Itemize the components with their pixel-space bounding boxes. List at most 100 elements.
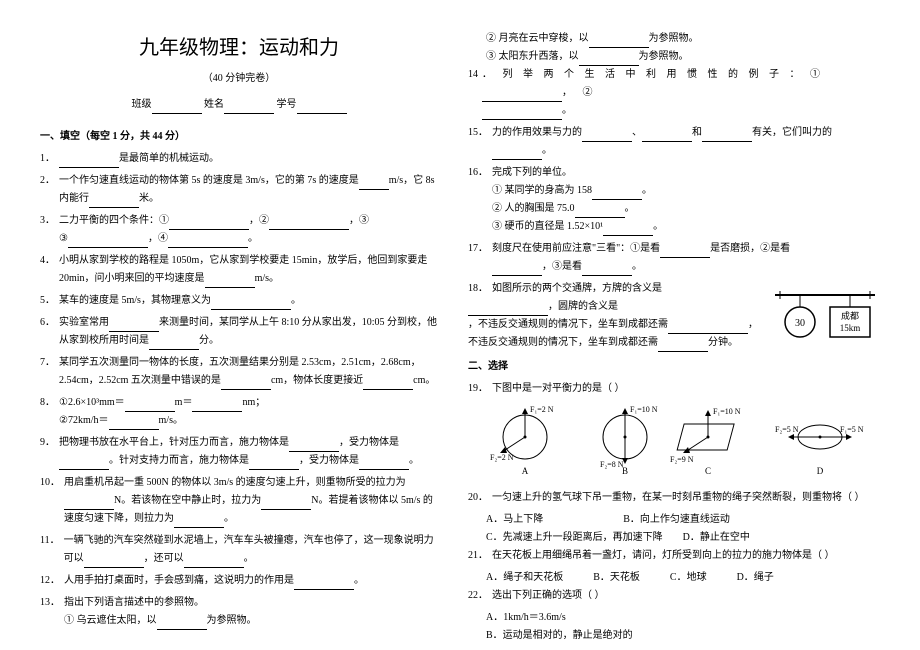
q15-blank4[interactable] <box>492 147 542 160</box>
q18-blank1[interactable] <box>468 303 548 316</box>
q6-blank2[interactable] <box>149 337 199 350</box>
q11-t2: ，还可以 <box>144 553 184 564</box>
blank-id[interactable] <box>297 101 347 114</box>
q14-blank1[interactable] <box>482 89 562 102</box>
section1-head: 一、填空（每空 1 分，共 44 分） <box>40 128 438 146</box>
q13-s2: 为参照物。 <box>207 615 257 626</box>
q8-blank2[interactable] <box>192 399 242 412</box>
q16-s1: ① 某同学的身高为 158 <box>492 185 592 196</box>
q9-t2: ，受力物体是 <box>339 437 399 448</box>
q18-t1: 如图所示的两个交通牌，方牌的含义是 <box>492 283 662 294</box>
q16-s2: 。 <box>642 185 652 196</box>
blank-class[interactable] <box>152 101 202 114</box>
q15-blank1[interactable] <box>582 129 632 142</box>
q21-d[interactable]: D．绳子 <box>737 569 774 587</box>
q17-blank2[interactable] <box>492 263 542 276</box>
q13s2-t2: 为参照物。 <box>649 33 699 44</box>
q3-t3: ，③ <box>349 215 369 226</box>
q6-t1: 实验室常用 <box>59 317 109 328</box>
q20-a[interactable]: A．马上下降 <box>486 511 543 529</box>
svg-text:A: A <box>522 466 529 476</box>
q21-c[interactable]: C．地球 <box>670 569 707 587</box>
q20-d[interactable]: D．静止在空中 <box>683 529 750 547</box>
q9-num: 9． <box>40 434 55 470</box>
q1-blank[interactable] <box>59 155 119 168</box>
q2-t1: 一个作匀速直线运动的物体第 5s 的速度是 3m/s，它的第 7s 的速度是 <box>59 175 359 186</box>
q3-num: 3． <box>40 212 55 248</box>
q16-s4: 。 <box>625 203 635 214</box>
q8-t5: m/s。 <box>159 415 183 426</box>
q16-blank2[interactable] <box>575 205 625 218</box>
q22-t: 选出下列正确的选项（ ） <box>492 587 880 605</box>
q10-blank2[interactable] <box>261 497 311 510</box>
q18-blank3[interactable] <box>658 339 708 352</box>
q20-c[interactable]: C．先减速上升一段距离后，再加速下降 <box>486 529 663 547</box>
q17-t3: ，③是看 <box>542 261 582 272</box>
q16-blank1[interactable] <box>592 187 642 200</box>
q22-b[interactable]: B．运动是相对的，静止是绝对的 <box>486 627 880 645</box>
q16-blank3[interactable] <box>603 223 653 236</box>
q20-t: 一匀速上升的氢气球下吊一重物，在某一时刻吊重物的绳子突然断裂，则重物将（ ） <box>492 489 880 507</box>
q15-blank2[interactable] <box>642 129 692 142</box>
q8-blank3[interactable] <box>109 417 159 430</box>
q13-sub3: ③ 太阳东升西落，以为参照物。 <box>486 48 880 66</box>
q12-blank[interactable] <box>294 577 354 590</box>
q10-blank3[interactable] <box>174 515 224 528</box>
q21-num: 21． <box>468 547 488 565</box>
q18-blank2[interactable] <box>668 321 748 334</box>
q4-blank[interactable] <box>205 275 255 288</box>
q8-num: 8． <box>40 394 55 430</box>
q6-blank1[interactable] <box>109 319 159 332</box>
student-info: 班级 姓名 学号 <box>40 96 438 114</box>
svg-text:F₂=5 N: F₂=5 N <box>775 425 799 434</box>
svg-text:F₁=2 N: F₁=2 N <box>530 405 554 414</box>
q2-blank2[interactable] <box>89 195 139 208</box>
q14-blank2[interactable] <box>482 107 562 120</box>
q17-blank3[interactable] <box>582 263 632 276</box>
q15-t5: 。 <box>542 145 552 156</box>
q9-blank1[interactable] <box>289 439 339 452</box>
q5-num: 5． <box>40 292 55 310</box>
q3-t4: ，④ <box>148 233 168 244</box>
q3-blank3[interactable] <box>68 235 148 248</box>
q17-blank1[interactable] <box>660 245 710 258</box>
q13s2-t1: ② 月亮在云中穿梭，以 <box>486 33 589 44</box>
q11-blank1[interactable] <box>84 555 144 568</box>
q7-blank1[interactable] <box>221 377 271 390</box>
q8-blank1[interactable] <box>125 399 175 412</box>
q20-b[interactable]: B．向上作匀速直线运动 <box>623 511 730 529</box>
q21-b[interactable]: B．天花板 <box>593 569 640 587</box>
q3-blank1[interactable] <box>169 217 249 230</box>
q3-blank4[interactable] <box>168 235 248 248</box>
q5-blank[interactable] <box>211 297 291 310</box>
q2-num: 2． <box>40 172 55 208</box>
sign-circle-text: 30 <box>795 318 805 329</box>
blank-name[interactable] <box>224 101 274 114</box>
page-subtitle: （40 分钟完卷） <box>40 70 438 88</box>
label-id: 学号 <box>277 99 297 110</box>
q9-blank2[interactable] <box>59 457 109 470</box>
q16-s5: ③ 硬币的直径是 1.52×10¹ <box>492 221 603 232</box>
q22-a[interactable]: A．1km/h＝3.6m/s <box>486 609 880 627</box>
q21-a[interactable]: A．绳子和天花板 <box>486 569 563 587</box>
q9-blank4[interactable] <box>359 457 409 470</box>
q7-blank2[interactable] <box>363 377 413 390</box>
q3: 3．二力平衡的四个条件：①，②，③③，④。 <box>40 212 438 248</box>
svg-text:B: B <box>622 466 628 476</box>
label-class: 班级 <box>132 99 152 110</box>
svg-text:F₁=10 N: F₁=10 N <box>630 405 658 414</box>
q18-t2: ，圆牌的含义是 <box>548 301 618 312</box>
q3-blank2[interactable] <box>269 217 349 230</box>
q17-t2: 是否磨损，②是看 <box>710 243 790 254</box>
q13s3-blank[interactable] <box>579 53 639 66</box>
q9-t5: 。 <box>409 455 419 466</box>
q15-blank3[interactable] <box>702 129 752 142</box>
q18-t3: ，不违反交通规则的情况下，坐车到成都还需 <box>468 319 668 330</box>
q13s2-blank[interactable] <box>589 35 649 48</box>
q9-blank3[interactable] <box>249 457 299 470</box>
q17-t1: 刻度尺在使用前应注意"三看"：①是看 <box>492 243 660 254</box>
q2-blank1[interactable] <box>359 177 389 190</box>
q10-blank1[interactable] <box>64 497 114 510</box>
q11-blank2[interactable] <box>184 555 244 568</box>
q13-blank1[interactable] <box>157 617 207 630</box>
